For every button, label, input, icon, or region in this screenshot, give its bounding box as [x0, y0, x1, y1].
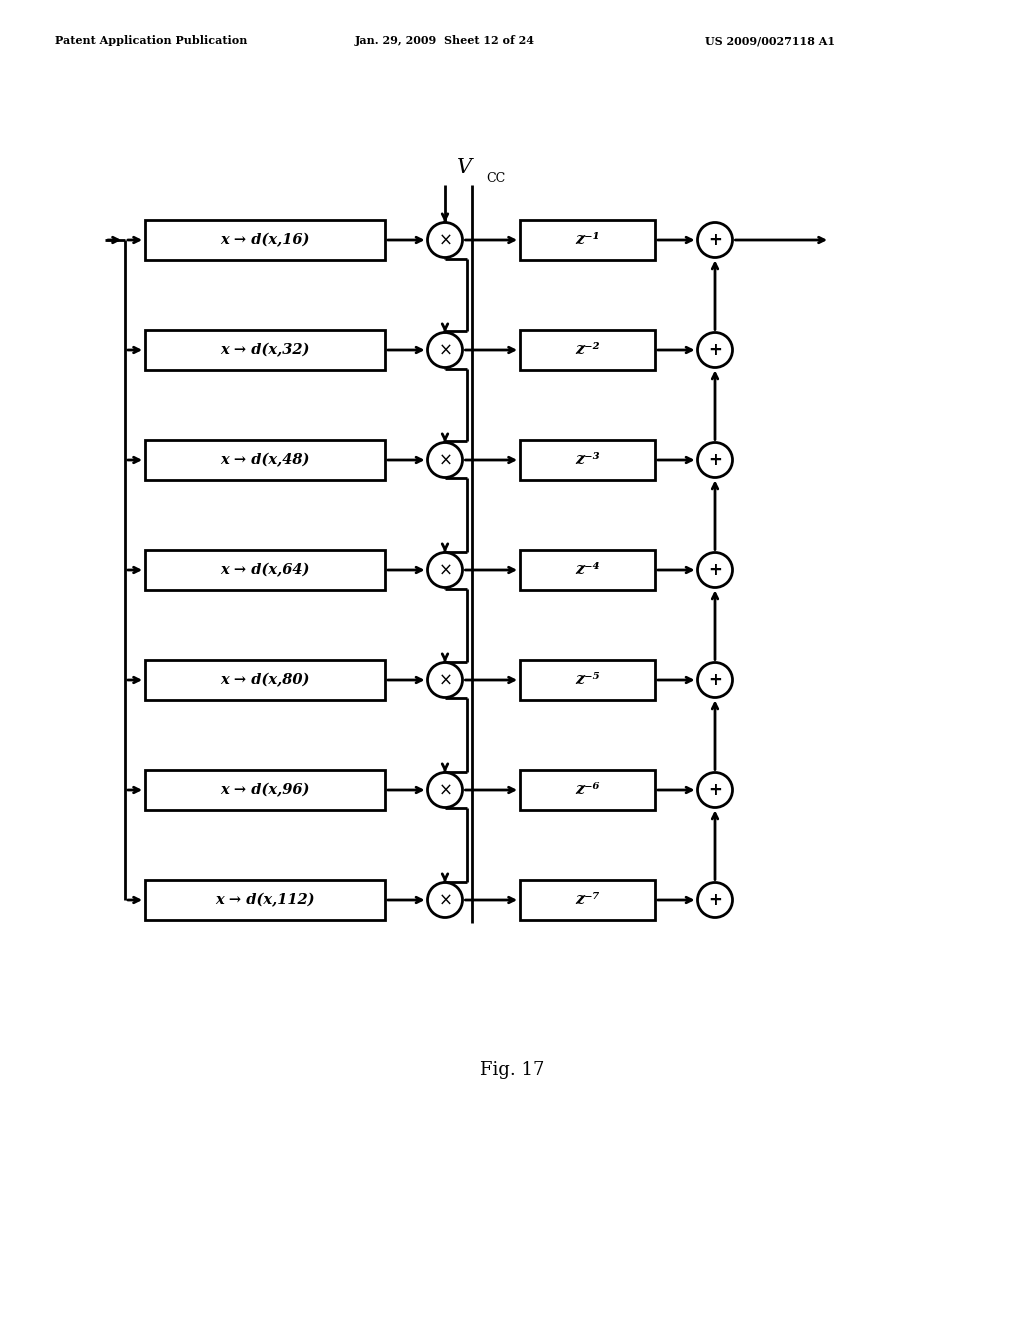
Text: +: +: [708, 671, 722, 689]
Bar: [145, 880, 385, 920]
Text: +: +: [708, 891, 722, 909]
Text: z⁻¹: z⁻¹: [575, 231, 600, 248]
Text: x → d(x,32): x → d(x,32): [220, 343, 309, 358]
Text: Jan. 29, 2009  Sheet 12 of 24: Jan. 29, 2009 Sheet 12 of 24: [355, 36, 535, 46]
Text: $\times$: $\times$: [438, 781, 452, 799]
Text: z⁻⁴: z⁻⁴: [575, 561, 600, 578]
Text: z⁻⁷: z⁻⁷: [575, 891, 600, 908]
Text: x → d(x,16): x → d(x,16): [220, 232, 309, 247]
Circle shape: [697, 663, 732, 697]
Bar: [145, 550, 385, 590]
Bar: [520, 440, 655, 480]
Text: $\times$: $\times$: [438, 891, 452, 909]
Text: +: +: [708, 231, 722, 249]
Text: CC: CC: [486, 172, 505, 185]
Bar: [145, 330, 385, 370]
Text: Fig. 17: Fig. 17: [480, 1061, 544, 1078]
Text: x → d(x,48): x → d(x,48): [220, 453, 309, 467]
Circle shape: [427, 553, 463, 587]
Circle shape: [427, 442, 463, 478]
Circle shape: [697, 883, 732, 917]
Circle shape: [427, 223, 463, 257]
Text: x → d(x,64): x → d(x,64): [220, 562, 309, 577]
Text: x → d(x,96): x → d(x,96): [220, 783, 309, 797]
Text: $\times$: $\times$: [438, 671, 452, 689]
Circle shape: [697, 333, 732, 367]
Text: +: +: [708, 451, 722, 469]
Circle shape: [697, 442, 732, 478]
Text: $\times$: $\times$: [438, 561, 452, 579]
Bar: [145, 660, 385, 700]
Text: $\times$: $\times$: [438, 451, 452, 469]
Circle shape: [697, 223, 732, 257]
Text: x → d(x,112): x → d(x,112): [215, 892, 314, 907]
Bar: [520, 220, 655, 260]
Circle shape: [697, 553, 732, 587]
Circle shape: [427, 663, 463, 697]
Bar: [520, 660, 655, 700]
Circle shape: [697, 772, 732, 808]
Circle shape: [427, 333, 463, 367]
Text: +: +: [708, 781, 722, 799]
Text: $\times$: $\times$: [438, 231, 452, 249]
Text: US 2009/0027118 A1: US 2009/0027118 A1: [705, 36, 835, 46]
Text: Patent Application Publication: Patent Application Publication: [55, 36, 248, 46]
Text: +: +: [708, 561, 722, 579]
Text: z⁻⁵: z⁻⁵: [575, 672, 600, 689]
Text: z⁻³: z⁻³: [575, 451, 600, 469]
Text: x → d(x,80): x → d(x,80): [220, 673, 309, 688]
Bar: [145, 440, 385, 480]
Bar: [520, 770, 655, 810]
Bar: [520, 880, 655, 920]
Text: V: V: [458, 158, 472, 177]
Text: z⁻⁶: z⁻⁶: [575, 781, 600, 799]
Circle shape: [427, 772, 463, 808]
Bar: [520, 550, 655, 590]
Circle shape: [427, 883, 463, 917]
Text: +: +: [708, 341, 722, 359]
Bar: [145, 220, 385, 260]
Bar: [145, 770, 385, 810]
Text: $\times$: $\times$: [438, 341, 452, 359]
Text: z⁻²: z⁻²: [575, 342, 600, 359]
Bar: [520, 330, 655, 370]
